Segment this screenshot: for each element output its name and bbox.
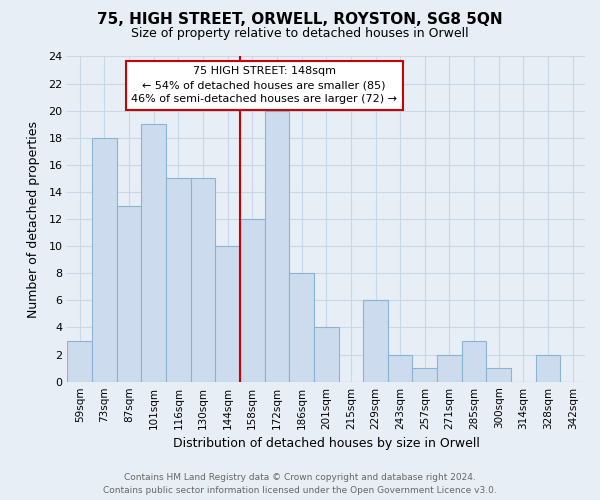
Bar [314, 328, 338, 382]
Bar [265, 110, 289, 382]
Bar [289, 274, 314, 382]
Bar [166, 178, 191, 382]
Bar [67, 341, 92, 382]
Bar [412, 368, 437, 382]
Bar [92, 138, 117, 382]
Bar [487, 368, 511, 382]
Text: Contains HM Land Registry data © Crown copyright and database right 2024.
Contai: Contains HM Land Registry data © Crown c… [103, 474, 497, 495]
Text: 75, HIGH STREET, ORWELL, ROYSTON, SG8 5QN: 75, HIGH STREET, ORWELL, ROYSTON, SG8 5Q… [97, 12, 503, 28]
Text: 75 HIGH STREET: 148sqm
← 54% of detached houses are smaller (85)
46% of semi-det: 75 HIGH STREET: 148sqm ← 54% of detached… [131, 66, 397, 104]
Bar [142, 124, 166, 382]
Bar [462, 341, 487, 382]
Bar [215, 246, 240, 382]
Bar [363, 300, 388, 382]
Text: Size of property relative to detached houses in Orwell: Size of property relative to detached ho… [131, 28, 469, 40]
Bar [536, 354, 560, 382]
Bar [240, 219, 265, 382]
Bar [117, 206, 142, 382]
Y-axis label: Number of detached properties: Number of detached properties [27, 120, 40, 318]
Bar [191, 178, 215, 382]
X-axis label: Distribution of detached houses by size in Orwell: Distribution of detached houses by size … [173, 437, 479, 450]
Bar [437, 354, 462, 382]
Bar [388, 354, 412, 382]
